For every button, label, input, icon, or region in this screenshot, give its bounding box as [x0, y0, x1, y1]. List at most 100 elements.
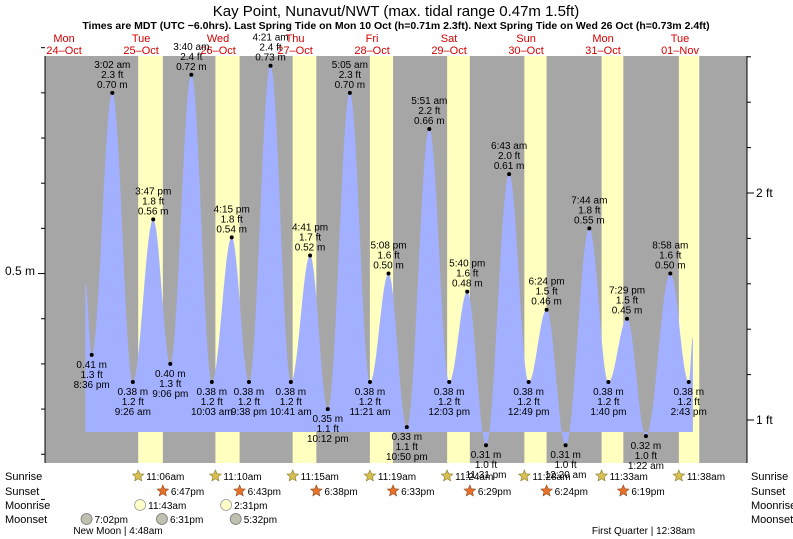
tide-point	[168, 361, 173, 366]
tide-point	[587, 226, 592, 231]
sunset-time: 6:24pm	[555, 487, 588, 498]
tide-point	[110, 90, 115, 95]
tide-point	[308, 253, 313, 258]
chart-title: Kay Point, Nunavut/NWT (max. tidal range…	[213, 3, 580, 20]
tide-time: 5:05 am	[332, 60, 368, 71]
tide-point	[465, 289, 470, 294]
tide-metres: 0.31 m	[550, 450, 581, 461]
day-name: Fri	[366, 33, 379, 45]
tide-point	[563, 443, 568, 448]
day-labels: Mon24–OctTue25–OctWed26–OctThu27–OctFri2…	[46, 33, 699, 57]
tide-feet: 1.8 ft	[221, 214, 243, 225]
tide-time: 12:20 am	[545, 470, 587, 481]
tide-time: 12:49 pm	[508, 407, 550, 418]
tide-metres: 0.46 m	[531, 297, 562, 308]
legend-right-moonrise: Moonrise	[751, 500, 793, 512]
sunrise-time: 11:28am	[532, 472, 570, 483]
legend-left-moonset: Moonset	[5, 514, 47, 526]
tide-metres: 0.56 m	[138, 206, 169, 217]
tide-point	[643, 434, 648, 439]
tide-time: 3:47 pm	[135, 186, 171, 197]
sunset-icon	[616, 484, 630, 497]
tide-metres: 0.38 m	[593, 387, 624, 398]
tide-feet: 1.6 ft	[377, 251, 399, 262]
moonrise-icon	[134, 499, 147, 511]
day-date: 26–Oct	[200, 45, 235, 57]
tide-time: 11:21 am	[350, 407, 391, 418]
tide-feet: 2.3 ft	[339, 70, 361, 81]
tide-feet: 1.2 ft	[678, 397, 700, 408]
day-name: Tue	[132, 33, 151, 45]
moonset-icon	[156, 513, 168, 525]
day-name: Tue	[671, 33, 690, 45]
moonset-time: 7:02pm	[95, 515, 128, 526]
tide-metres: 0.38 m	[234, 387, 265, 398]
tide-time: 6:24 pm	[529, 277, 565, 288]
tide-time: 12:03 pm	[428, 407, 470, 418]
tide-metres: 0.38 m	[355, 387, 386, 398]
tide-metres: 0.41 m	[76, 360, 107, 371]
sunrise-icon	[595, 469, 609, 482]
moon-phase-label: First Quarter | 12:38am	[592, 526, 695, 537]
legend-left-sunset: Sunset	[5, 486, 39, 498]
sunset-time: 6:19pm	[631, 487, 664, 498]
day-date: 27–Oct	[277, 45, 312, 57]
tide-metres: 0.55 m	[574, 215, 605, 226]
legend-right-sunset: Sunset	[751, 486, 785, 498]
tide-time: 2:43 pm	[671, 407, 707, 418]
tide-feet: 2.4 ft	[180, 52, 202, 63]
tide-time: 9:26 am	[115, 407, 151, 418]
day-date: 28–Oct	[354, 45, 389, 57]
tide-feet: 1.2 ft	[597, 397, 619, 408]
tide-metres: 0.61 m	[494, 161, 525, 172]
tide-time: 7:44 am	[571, 195, 607, 206]
tide-feet: 1.2 ft	[280, 397, 302, 408]
tide-time: 4:41 pm	[292, 222, 328, 233]
tide-feet: 1.2 ft	[201, 397, 223, 408]
tide-time: 4:21 am	[252, 33, 288, 44]
tide-point	[89, 352, 94, 357]
daylight-band	[678, 56, 700, 463]
moonrise-time: 2:31pm	[234, 501, 267, 512]
moonrise-time: 11:43am	[148, 501, 186, 512]
tide-point	[625, 316, 630, 321]
sun-moon-panel: Sunrise Sunrise Sunset Sunset Moonrise Moonri…	[5, 469, 793, 537]
tide-feet: 1.0 ft	[475, 460, 497, 471]
tide-point	[347, 90, 352, 95]
sunrise-icon	[517, 469, 531, 482]
sunset-icon	[156, 484, 170, 497]
legend-right-moonset: Moonset	[751, 514, 793, 526]
tide-time: 5:08 pm	[370, 241, 406, 252]
tide-feet: 1.2 ft	[518, 397, 540, 408]
sunset-icon	[309, 484, 323, 497]
tide-labels: 0.41 m1.3 ft8:36 pm3:02 am2.3 ft0.70 m0.…	[74, 33, 707, 481]
tide-metres: 0.32 m	[631, 441, 662, 452]
tide-time: 8:36 pm	[74, 380, 110, 391]
tide-feet: 1.3 ft	[81, 370, 103, 381]
sunset-icon	[386, 484, 400, 497]
sunrise-time: 11:06am	[146, 472, 184, 483]
day-name: Sat	[441, 33, 458, 45]
tide-point	[404, 425, 409, 430]
sunrise-time: 11:33am	[610, 472, 648, 483]
left-axis-label: 0.5 m	[5, 264, 35, 278]
tide-metres: 0.38 m	[673, 387, 704, 398]
tide-feet: 1.2 ft	[122, 397, 144, 408]
sunrise-icon	[363, 469, 377, 482]
legend-right-sunrise: Sunrise	[751, 471, 788, 483]
tide-feet: 1.0 ft	[554, 460, 576, 471]
tide-point	[130, 379, 135, 384]
tide-metres: 0.50 m	[373, 261, 404, 272]
sunset-icon	[540, 484, 554, 497]
tide-time: 10:12 pm	[307, 434, 349, 445]
tide-metres: 0.35 m	[313, 414, 344, 425]
tide-point	[507, 172, 512, 177]
tide-time: 6:43 am	[491, 141, 527, 152]
tide-point	[606, 379, 611, 384]
tide-feet: 1.7 ft	[299, 232, 321, 243]
sunrise-time: 11:24am	[455, 472, 493, 483]
tide-time: 5:40 pm	[449, 259, 485, 270]
day-date: 30–Oct	[508, 45, 543, 57]
legend-left-sunrise: Sunrise	[5, 471, 42, 483]
